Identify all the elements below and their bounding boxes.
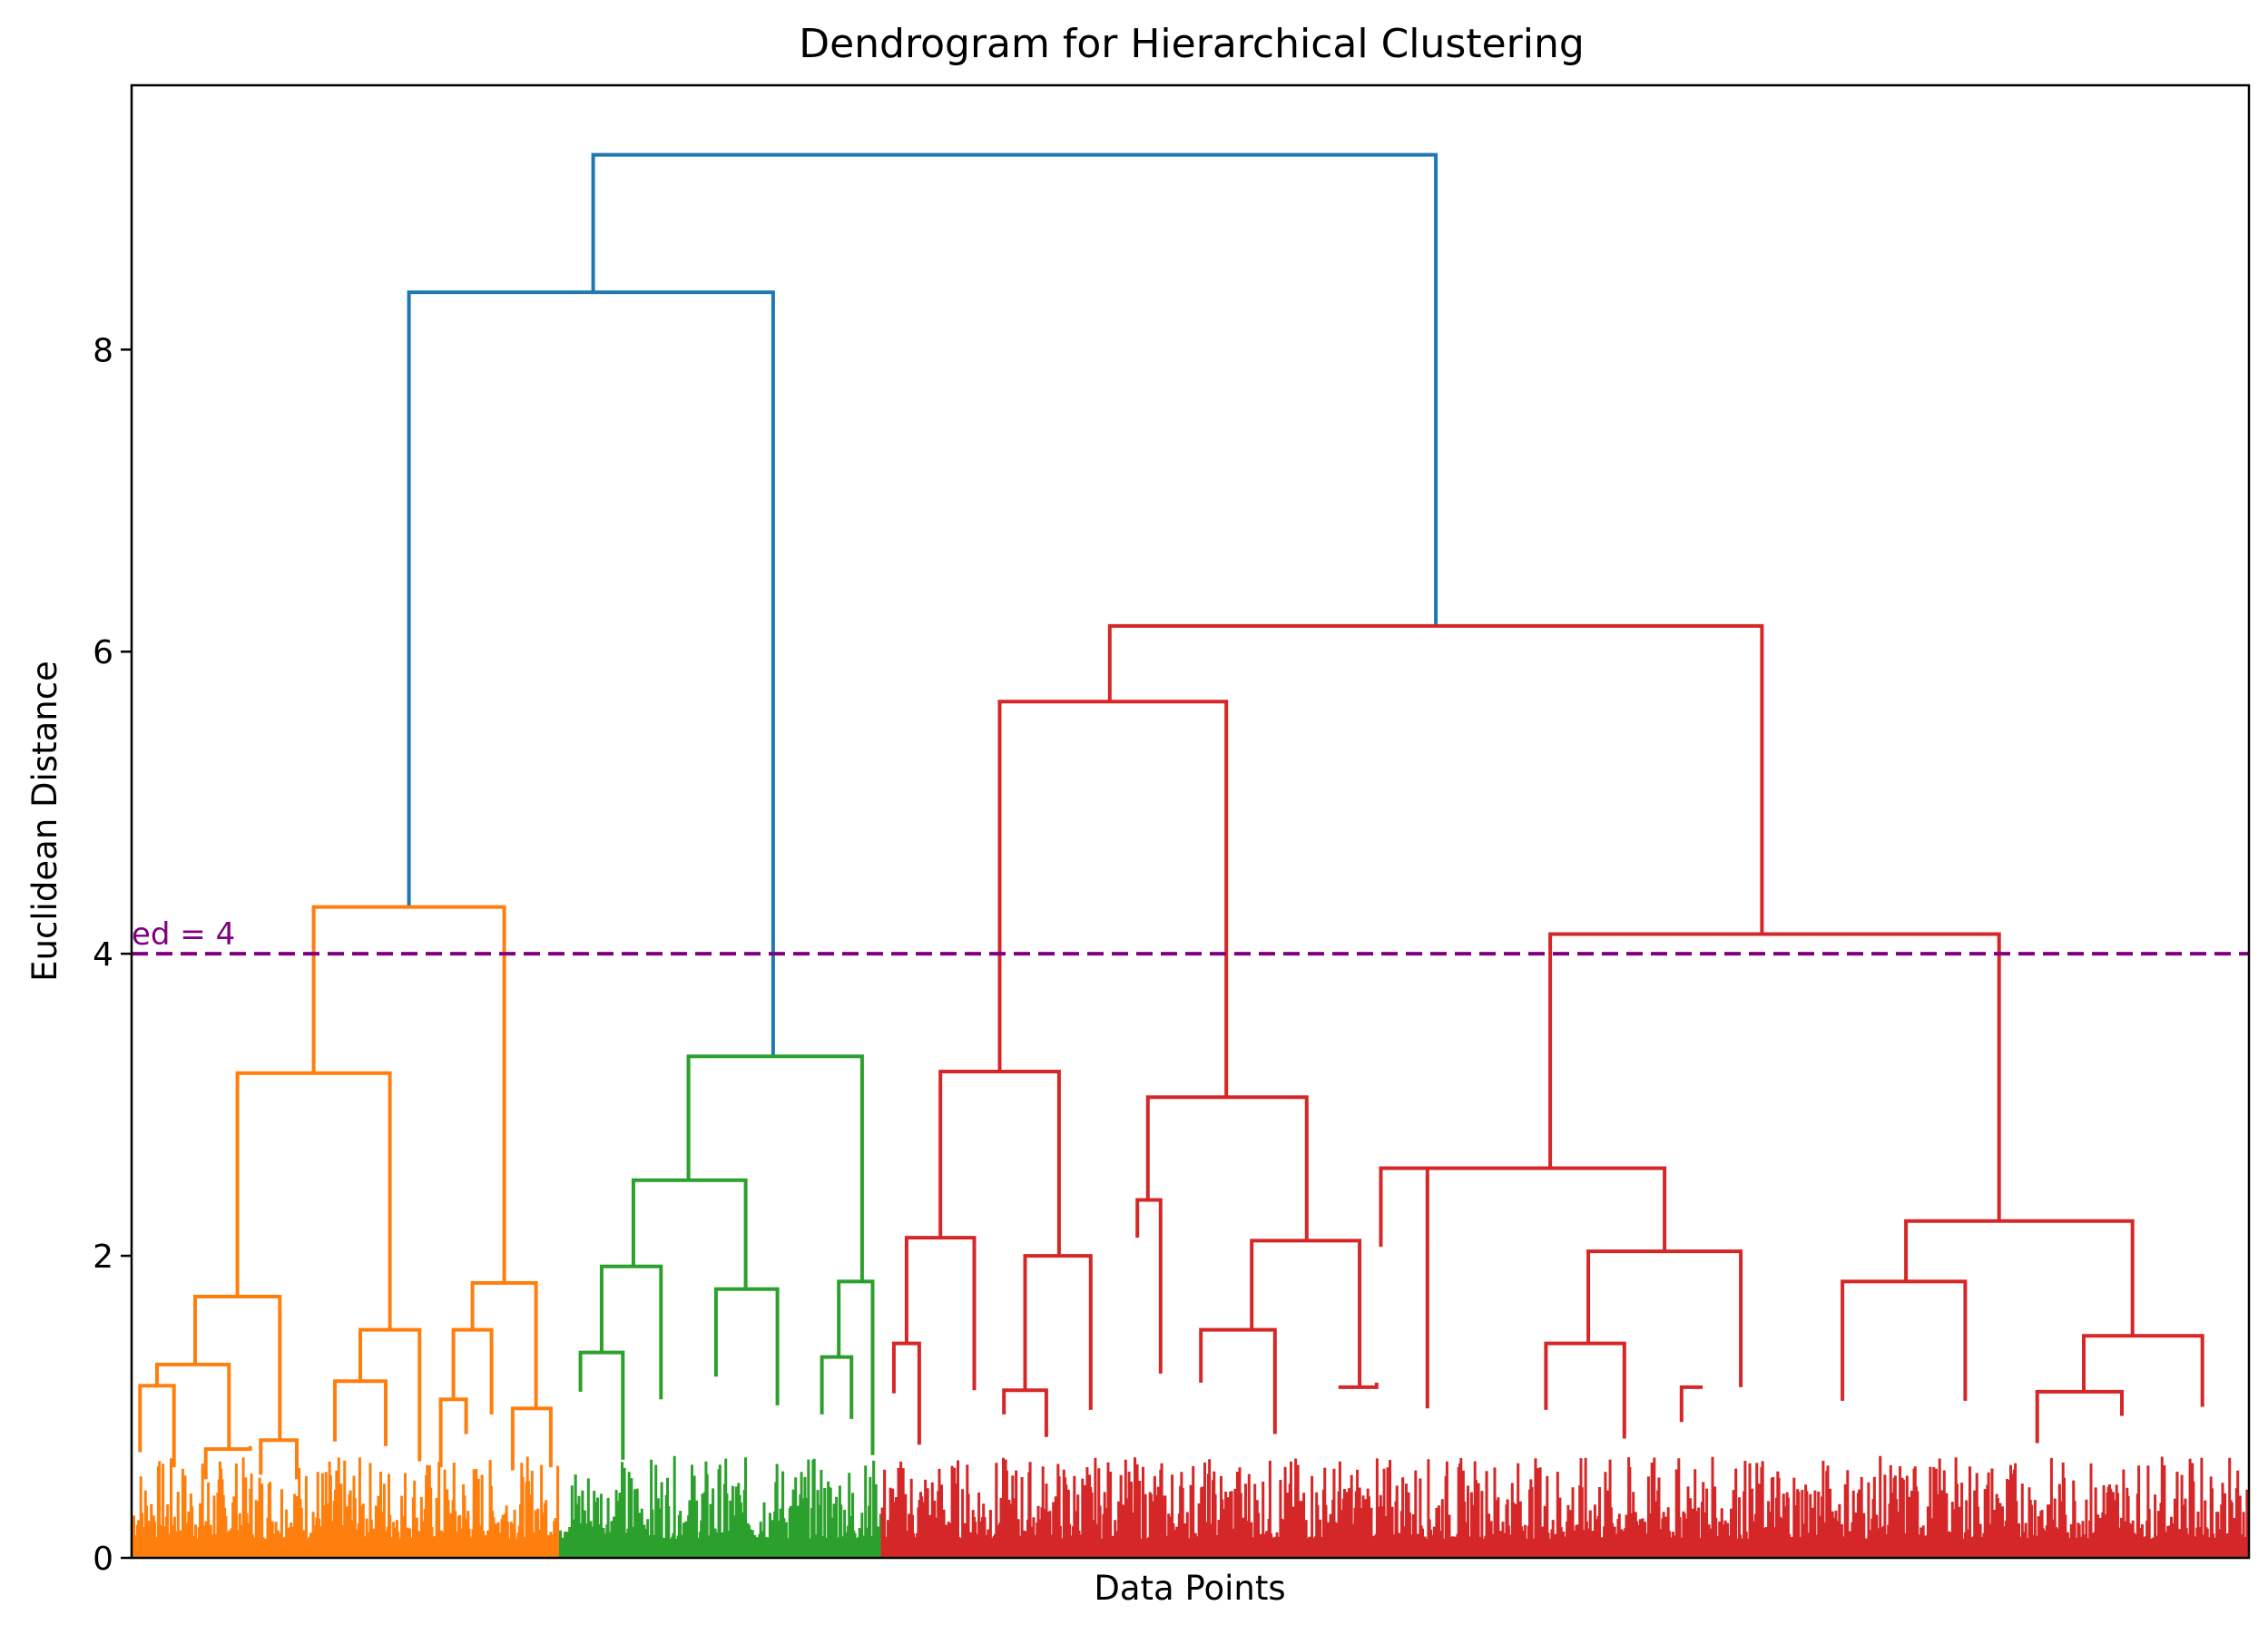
link-orange-6 bbox=[138, 1384, 176, 1468]
y-axis-label: Euclidean Distance bbox=[25, 661, 64, 982]
link-red-38 bbox=[1544, 1341, 1626, 1439]
link-orange-8 bbox=[259, 1438, 299, 1480]
y-tick-label: 4 bbox=[93, 936, 113, 974]
link-red-43 bbox=[2035, 1389, 2124, 1444]
link-red-28 bbox=[1002, 1388, 1048, 1437]
link-red-41 bbox=[1841, 1279, 1968, 1401]
threshold-label: ed = 4 bbox=[132, 916, 235, 953]
link-orange-12 bbox=[451, 1327, 494, 1415]
link-red-22 bbox=[1107, 623, 1764, 935]
link-red-39 bbox=[1679, 1385, 1703, 1423]
link-red-23 bbox=[997, 700, 1229, 1098]
link-red-35 bbox=[1406, 1166, 1667, 1252]
link-blue-1 bbox=[407, 290, 775, 1057]
link-red-42 bbox=[2082, 1334, 2204, 1407]
link-red-24 bbox=[938, 1070, 1061, 1257]
y-tick-label: 0 bbox=[93, 1541, 113, 1578]
link-red-29 bbox=[1145, 1095, 1309, 1241]
link-red-30 bbox=[1135, 1198, 1163, 1374]
link-orange-5 bbox=[155, 1362, 231, 1450]
link-red-26 bbox=[891, 1341, 921, 1445]
link-red-27 bbox=[1023, 1254, 1093, 1410]
link-red-36 bbox=[1379, 1166, 1429, 1409]
link-orange-2 bbox=[311, 905, 506, 1283]
link-red-31 bbox=[1250, 1238, 1362, 1387]
y-tick-label: 6 bbox=[93, 634, 113, 671]
link-red-34 bbox=[1548, 932, 2001, 1221]
y-tick-label: 2 bbox=[93, 1238, 113, 1276]
link-green-19 bbox=[713, 1287, 780, 1405]
x-axis-label: Data Points bbox=[1094, 1569, 1285, 1608]
link-red-37 bbox=[1586, 1249, 1743, 1387]
link-orange-3 bbox=[235, 1071, 392, 1330]
link-red-33 bbox=[1338, 1382, 1379, 1389]
link-red-25 bbox=[904, 1236, 977, 1391]
link-red-32 bbox=[1199, 1327, 1277, 1434]
chart-title: Dendrogram for Hierarchical Clustering bbox=[799, 21, 1585, 67]
link-red-40 bbox=[1904, 1219, 2135, 1336]
link-blue-0 bbox=[591, 152, 1438, 626]
link-green-15 bbox=[686, 1054, 864, 1282]
link-orange-9 bbox=[358, 1327, 422, 1462]
link-orange-14 bbox=[510, 1406, 553, 1471]
link-orange-4 bbox=[193, 1295, 282, 1441]
y-axis-ticks: 0 2 4 6 8 bbox=[93, 332, 132, 1578]
leaf-band-red bbox=[880, 1455, 2250, 1558]
link-green-20 bbox=[837, 1279, 875, 1455]
dendrogram-leaf-bands bbox=[131, 1455, 2250, 1558]
dendrogram-links bbox=[138, 152, 2204, 1480]
plot-frame bbox=[130, 83, 2251, 1560]
leaf-band-green bbox=[559, 1455, 882, 1558]
y-tick-label: 8 bbox=[93, 332, 113, 369]
link-orange-10 bbox=[333, 1379, 388, 1446]
link-green-21 bbox=[820, 1355, 854, 1419]
link-green-18 bbox=[578, 1350, 625, 1460]
link-green-17 bbox=[599, 1264, 663, 1400]
leaf-band-orange bbox=[131, 1456, 561, 1558]
link-orange-11 bbox=[470, 1281, 538, 1409]
link-orange-13 bbox=[438, 1397, 468, 1468]
link-orange-7 bbox=[203, 1445, 252, 1480]
link-green-16 bbox=[631, 1178, 748, 1289]
threshold-group: ed = 4 bbox=[132, 916, 2249, 956]
